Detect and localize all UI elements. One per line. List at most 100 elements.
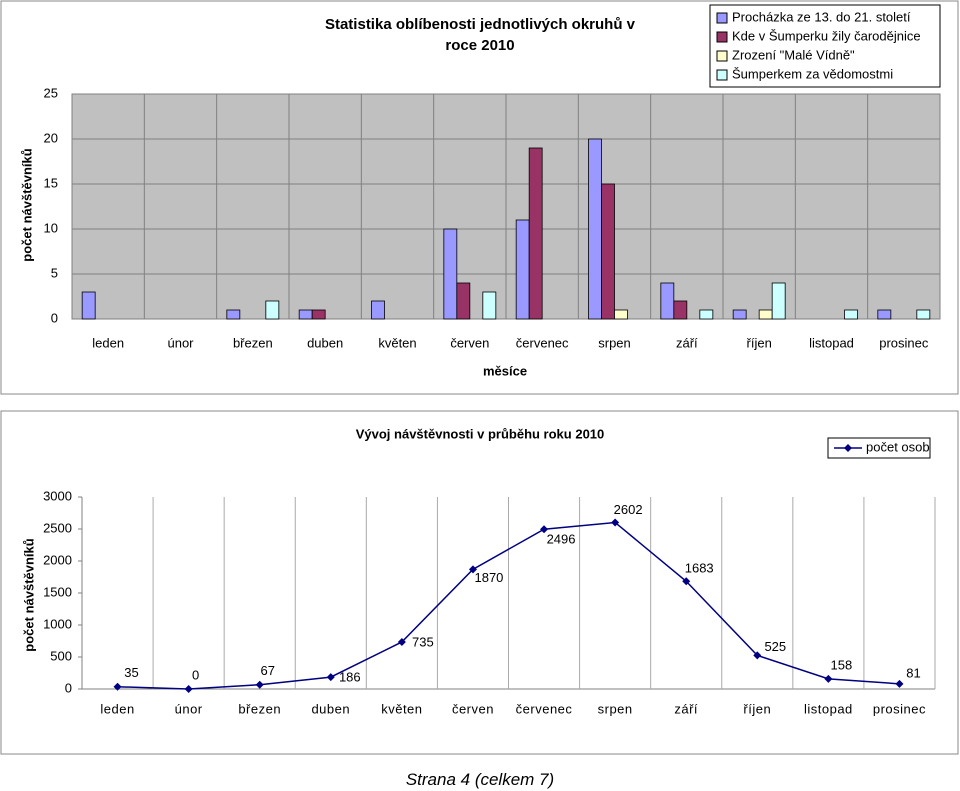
data-label: 186: [339, 670, 361, 685]
x-tick-label: červenec: [516, 335, 569, 350]
bar: [771, 282, 786, 320]
legend-label: počet osob: [866, 439, 930, 454]
x-tick-label: březen: [238, 701, 281, 716]
data-point: [682, 577, 691, 586]
bar: [758, 309, 773, 320]
bar: [81, 291, 96, 320]
data-line: [117, 521, 900, 690]
bar: [298, 309, 313, 320]
x-tick-label: říjen: [747, 335, 772, 350]
legend-label: Zrození "Malé Vídně": [732, 47, 855, 62]
x-tick-label: září: [676, 335, 698, 350]
bar: [614, 309, 628, 320]
data-point: [184, 685, 193, 693]
y-tick-label: 20: [44, 130, 58, 145]
data-point: [113, 682, 122, 691]
legend-swatch: [716, 12, 728, 24]
x-tick-label: duben: [307, 335, 343, 350]
x-tick-label: únor: [175, 701, 203, 716]
data-point: [468, 565, 477, 574]
legend-swatch: [716, 31, 728, 43]
x-tick-label: leden: [92, 335, 124, 350]
y-tick-label: 1500: [43, 584, 72, 599]
data-point: [397, 637, 406, 646]
x-tick-label: listopad: [809, 335, 854, 350]
page-footer: Strana 4 (celkem 7): [405, 770, 555, 789]
legend-marker: [844, 444, 852, 452]
bar: [456, 282, 471, 320]
y-tick-label: 500: [50, 648, 72, 663]
data-point: [326, 673, 335, 682]
y-tick-label: 15: [44, 175, 58, 190]
data-point: [540, 525, 549, 534]
data-point: [753, 651, 762, 660]
y-tick-label: 25: [44, 85, 58, 100]
bar: [673, 300, 688, 320]
y-axis-title: počet návštěvníků: [21, 538, 36, 651]
bar: [916, 309, 931, 320]
data-label: 1683: [685, 561, 714, 576]
bar: [443, 228, 458, 320]
x-tick-label: září: [674, 701, 698, 716]
data-point: [895, 679, 904, 688]
data-label: 158: [831, 657, 853, 672]
x-tick-label: říjen: [743, 701, 771, 716]
legend-frame: [827, 437, 931, 459]
y-axis-title: počet návštěvníků: [19, 148, 34, 261]
x-axis-title: měsíce: [483, 363, 527, 378]
legend-label: Šumperkem za vědomostmi: [732, 66, 893, 81]
bar: [371, 300, 385, 320]
bar: [482, 291, 497, 320]
data-label: 2602: [614, 502, 643, 517]
x-tick-label: květen: [381, 701, 422, 716]
bar: [515, 219, 530, 320]
legend-frame: [709, 4, 941, 88]
x-tick-label: únor: [167, 335, 194, 350]
x-tick-label: listopad: [804, 701, 853, 716]
y-tick-label: 0: [51, 310, 58, 325]
data-point: [824, 674, 833, 683]
legend-swatch: [716, 69, 728, 81]
x-tick-label: leden: [100, 701, 134, 716]
data-label: 2496: [547, 532, 576, 547]
x-tick-label: květen: [378, 335, 416, 350]
y-tick-label: 5: [51, 265, 58, 280]
data-label: 0: [192, 667, 199, 682]
x-tick-label: srpen: [598, 335, 631, 350]
x-tick-label: prosinec: [873, 701, 926, 716]
bar: [528, 147, 543, 320]
data-point: [611, 518, 620, 527]
data-label: 735: [412, 634, 434, 649]
y-tick-label: 3000: [43, 488, 72, 503]
bar: [265, 300, 280, 320]
chart-title: Statistika oblíbenosti jednotlivých okru…: [324, 16, 636, 54]
bar: [226, 309, 241, 320]
legend-swatch: [716, 50, 728, 62]
chart-title: Vývoj návštěvnosti v průběhu roku 2010: [356, 426, 605, 441]
data-label: 35: [124, 665, 138, 680]
bar: [311, 309, 326, 320]
bar: [844, 309, 858, 320]
bar: [601, 183, 615, 320]
bar: [877, 309, 892, 320]
y-tick-label: 0: [65, 680, 72, 695]
data-label: 1870: [474, 570, 503, 585]
y-tick-label: 1000: [43, 616, 72, 631]
x-tick-label: březen: [233, 335, 273, 350]
legend-label: Procházka ze 13. do 21. století: [732, 9, 911, 24]
data-label: 81: [906, 665, 920, 680]
data-label: 67: [260, 663, 274, 678]
chart-frame: [0, 410, 959, 755]
bar: [699, 309, 714, 320]
y-tick-label: 2500: [43, 520, 72, 535]
legend-label: Kde v Šumperku žily čarodějnice: [732, 28, 921, 43]
x-tick-label: červen: [452, 701, 494, 716]
x-tick-label: duben: [311, 701, 350, 716]
bar: [732, 309, 747, 320]
data-label: 525: [764, 639, 786, 654]
y-tick-label: 2000: [43, 552, 72, 567]
bar: [588, 138, 602, 320]
data-point: [255, 680, 264, 689]
